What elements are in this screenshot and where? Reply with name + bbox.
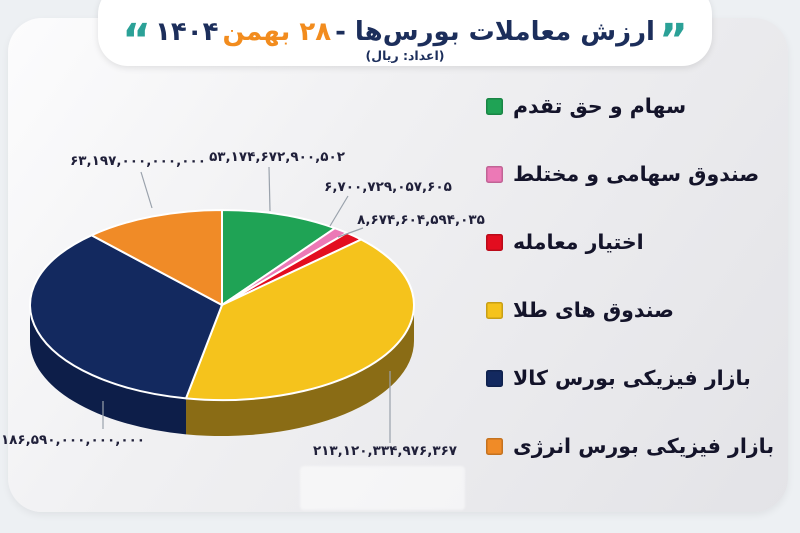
slice-value-label: ۲۱۳,۱۲۰,۳۳۴,۹۷۶,۳۶۷: [312, 443, 458, 459]
pie-slice-0: [221, 209, 336, 306]
legend: سهام و حق تقدم صندوق سهامی و مختلط اختیار …: [486, 72, 774, 480]
page-title: ” ارزش معاملات بورس‌ها - ۲۸ بهمن ۱۴۰۴ “: [122, 15, 688, 66]
slice-value-label: ۱۸۶,۵۹۰,۰۰۰,۰۰۰,۰۰۰: [0, 432, 146, 448]
legend-swatch: [486, 165, 503, 183]
pie-slice-5: [90, 209, 223, 306]
unit-note: (اعداد: ریال): [365, 48, 445, 63]
pie-slice-4: [29, 234, 223, 400]
slice-value-label: ۵۳,۱۷۴,۶۷۲,۹۰۰,۵۰۲: [209, 149, 345, 165]
legend-swatch: [486, 233, 503, 251]
leader-line: [268, 166, 271, 212]
legend-label: صندوق های طلا: [513, 298, 674, 322]
legend-label: سهام و حق تقدم: [513, 94, 687, 118]
leader-lines: [102, 166, 391, 443]
legend-label: بازار فیزیکی بورس کالا: [513, 366, 751, 390]
leader-line: [337, 227, 364, 238]
pie-slice-3: [185, 238, 415, 401]
slice-value-label: ۸,۶۷۴,۶۰۴,۵۹۴,۰۳۵: [357, 212, 485, 228]
legend-item-3: صندوق های طلا: [486, 276, 774, 344]
legend-label: صندوق سهامی و مختلط: [513, 162, 760, 186]
leader-line: [329, 195, 349, 227]
legend-swatch: [486, 437, 503, 455]
watermark-patch: [300, 466, 465, 510]
legend-item-1: صندوق سهامی و مختلط: [486, 140, 774, 208]
legend-swatch: [486, 301, 503, 319]
title-date: ۲۸ بهمن: [222, 17, 332, 47]
pie-slice-side: [30, 305, 187, 435]
title-text: ارزش معاملات بورس‌ها -: [335, 17, 655, 47]
title-year: ۱۴۰۴: [155, 17, 219, 47]
legend-swatch: [486, 369, 503, 387]
legend-swatch: [486, 97, 503, 115]
legend-item-5: بازار فیزیکی بورس انرژی: [486, 412, 774, 480]
slice-value-label: ۶۳,۱۹۷,۰۰۰,۰۰۰,۰۰۰: [70, 153, 206, 169]
legend-item-2: اختیار معامله: [486, 208, 774, 276]
leader-line: [140, 171, 153, 209]
legend-label: بازار فیزیکی بورس انرژی: [513, 434, 775, 458]
legend-item-0: سهام و حق تقدم: [486, 72, 774, 140]
pie-3d-sides: [30, 305, 414, 436]
slice-value-label: ۶,۷۰۰,۷۲۹,۰۵۷,۶۰۵: [324, 179, 452, 195]
legend-label: اختیار معامله: [513, 230, 644, 254]
pie-top-faces: [29, 209, 415, 401]
legend-item-4: بازار فیزیکی بورس کالا: [486, 344, 774, 412]
header: ” ارزش معاملات بورس‌ها - ۲۸ بهمن ۱۴۰۴ “ …: [98, 0, 712, 66]
pie-slice-side: [186, 305, 414, 436]
